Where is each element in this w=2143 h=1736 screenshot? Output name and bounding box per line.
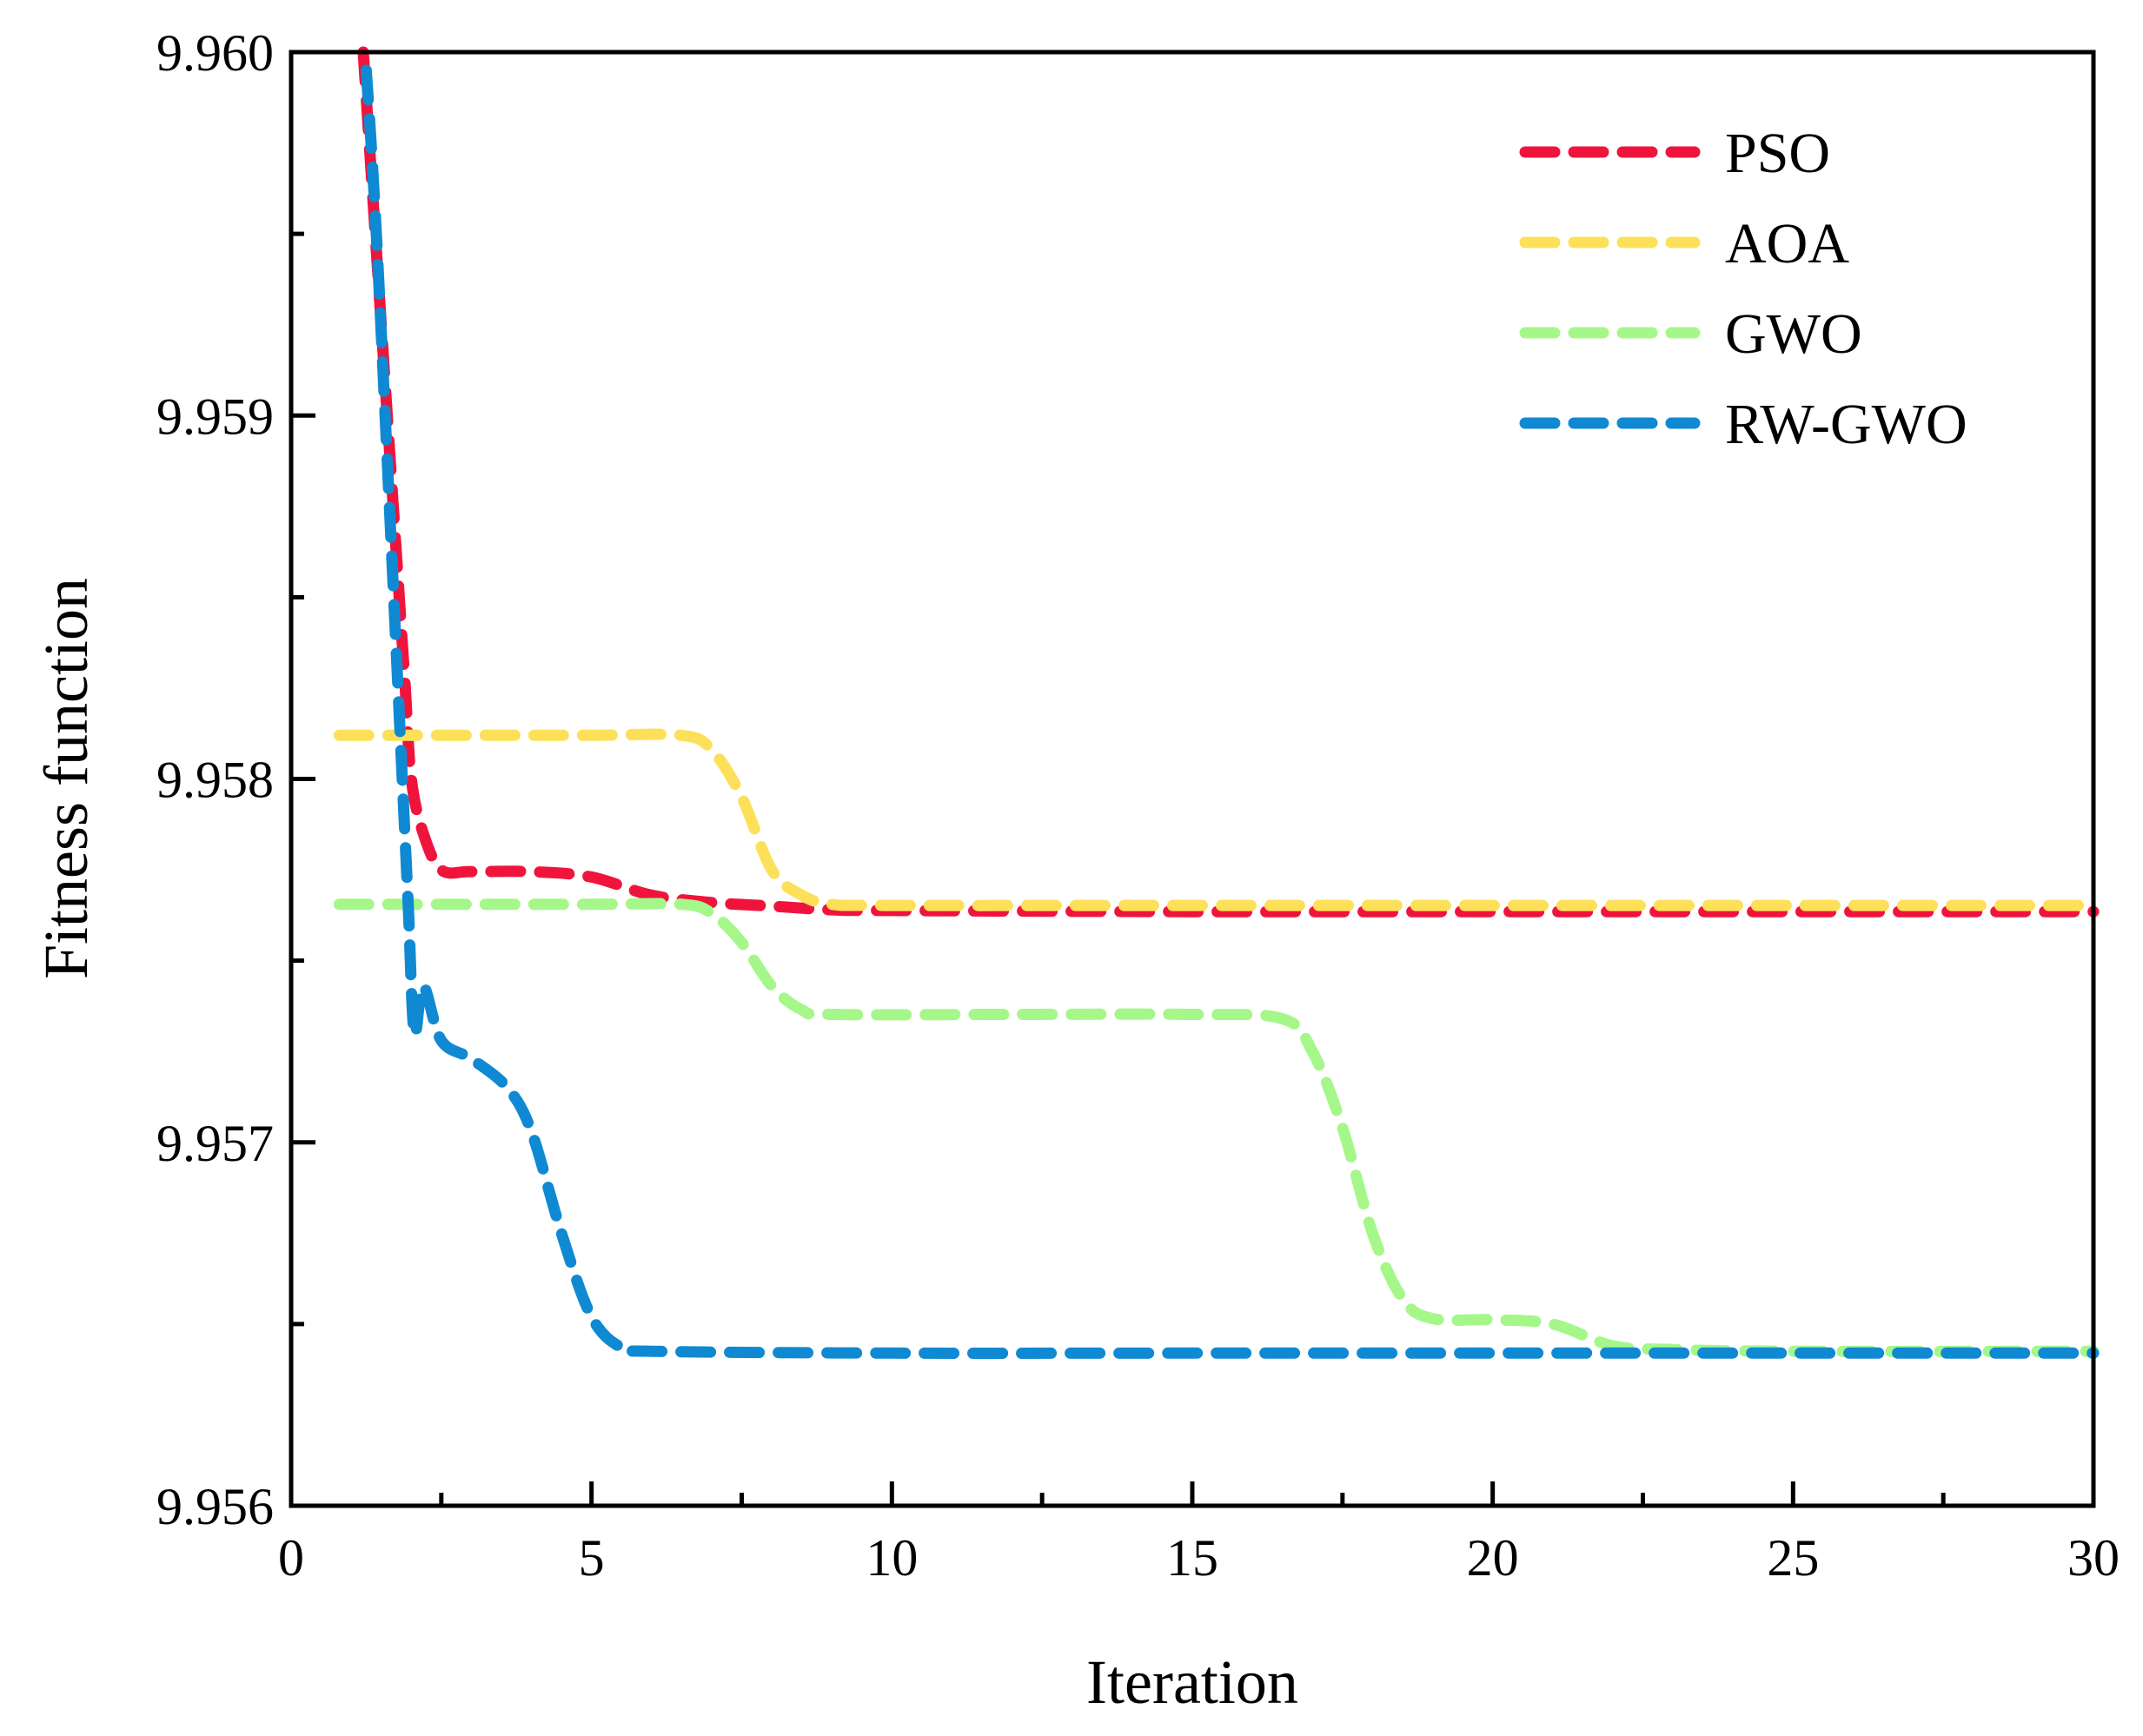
legend-label-aoa: AOA [1725,212,1849,275]
x-tick-label: 0 [278,1529,304,1587]
y-tick-label: 9.957 [156,1115,274,1172]
x-tick-label: 5 [579,1529,605,1587]
x-ticks: 0 5 10 15 20 25 30 [278,1481,2120,1587]
x-tick-label: 10 [866,1529,918,1587]
series-line-gwo [333,898,2100,1357]
x-tick-label: 15 [1166,1529,1218,1587]
y-tick-label: 9.958 [156,752,274,809]
series-line-rw-gwo [360,64,2100,1359]
x-axis-title: Iteration [1086,1647,1298,1717]
y-axis-title: Fitness function [31,578,101,979]
series-line-aoa [333,728,2100,911]
y-ticks: 9.956 9.957 9.958 9.959 9.960 [156,24,315,1535]
y-tick-label: 9.956 [156,1478,274,1535]
y-tick-label: 9.960 [156,24,274,82]
legend-label-pso: PSO [1725,122,1830,185]
legend-label-rw-gwo: RW-GWO [1725,393,1967,456]
y-tick-label: 9.959 [156,388,274,445]
x-tick-label: 30 [2067,1529,2120,1587]
legend-label-gwo: GWO [1725,302,1862,366]
legend: PSO AOA GWO RW-GWO [1519,122,1967,456]
x-tick-label: 20 [1467,1529,1519,1587]
series-line-pso [357,46,2100,918]
plot-lines [333,46,2100,1359]
x-tick-label: 25 [1767,1529,1819,1587]
